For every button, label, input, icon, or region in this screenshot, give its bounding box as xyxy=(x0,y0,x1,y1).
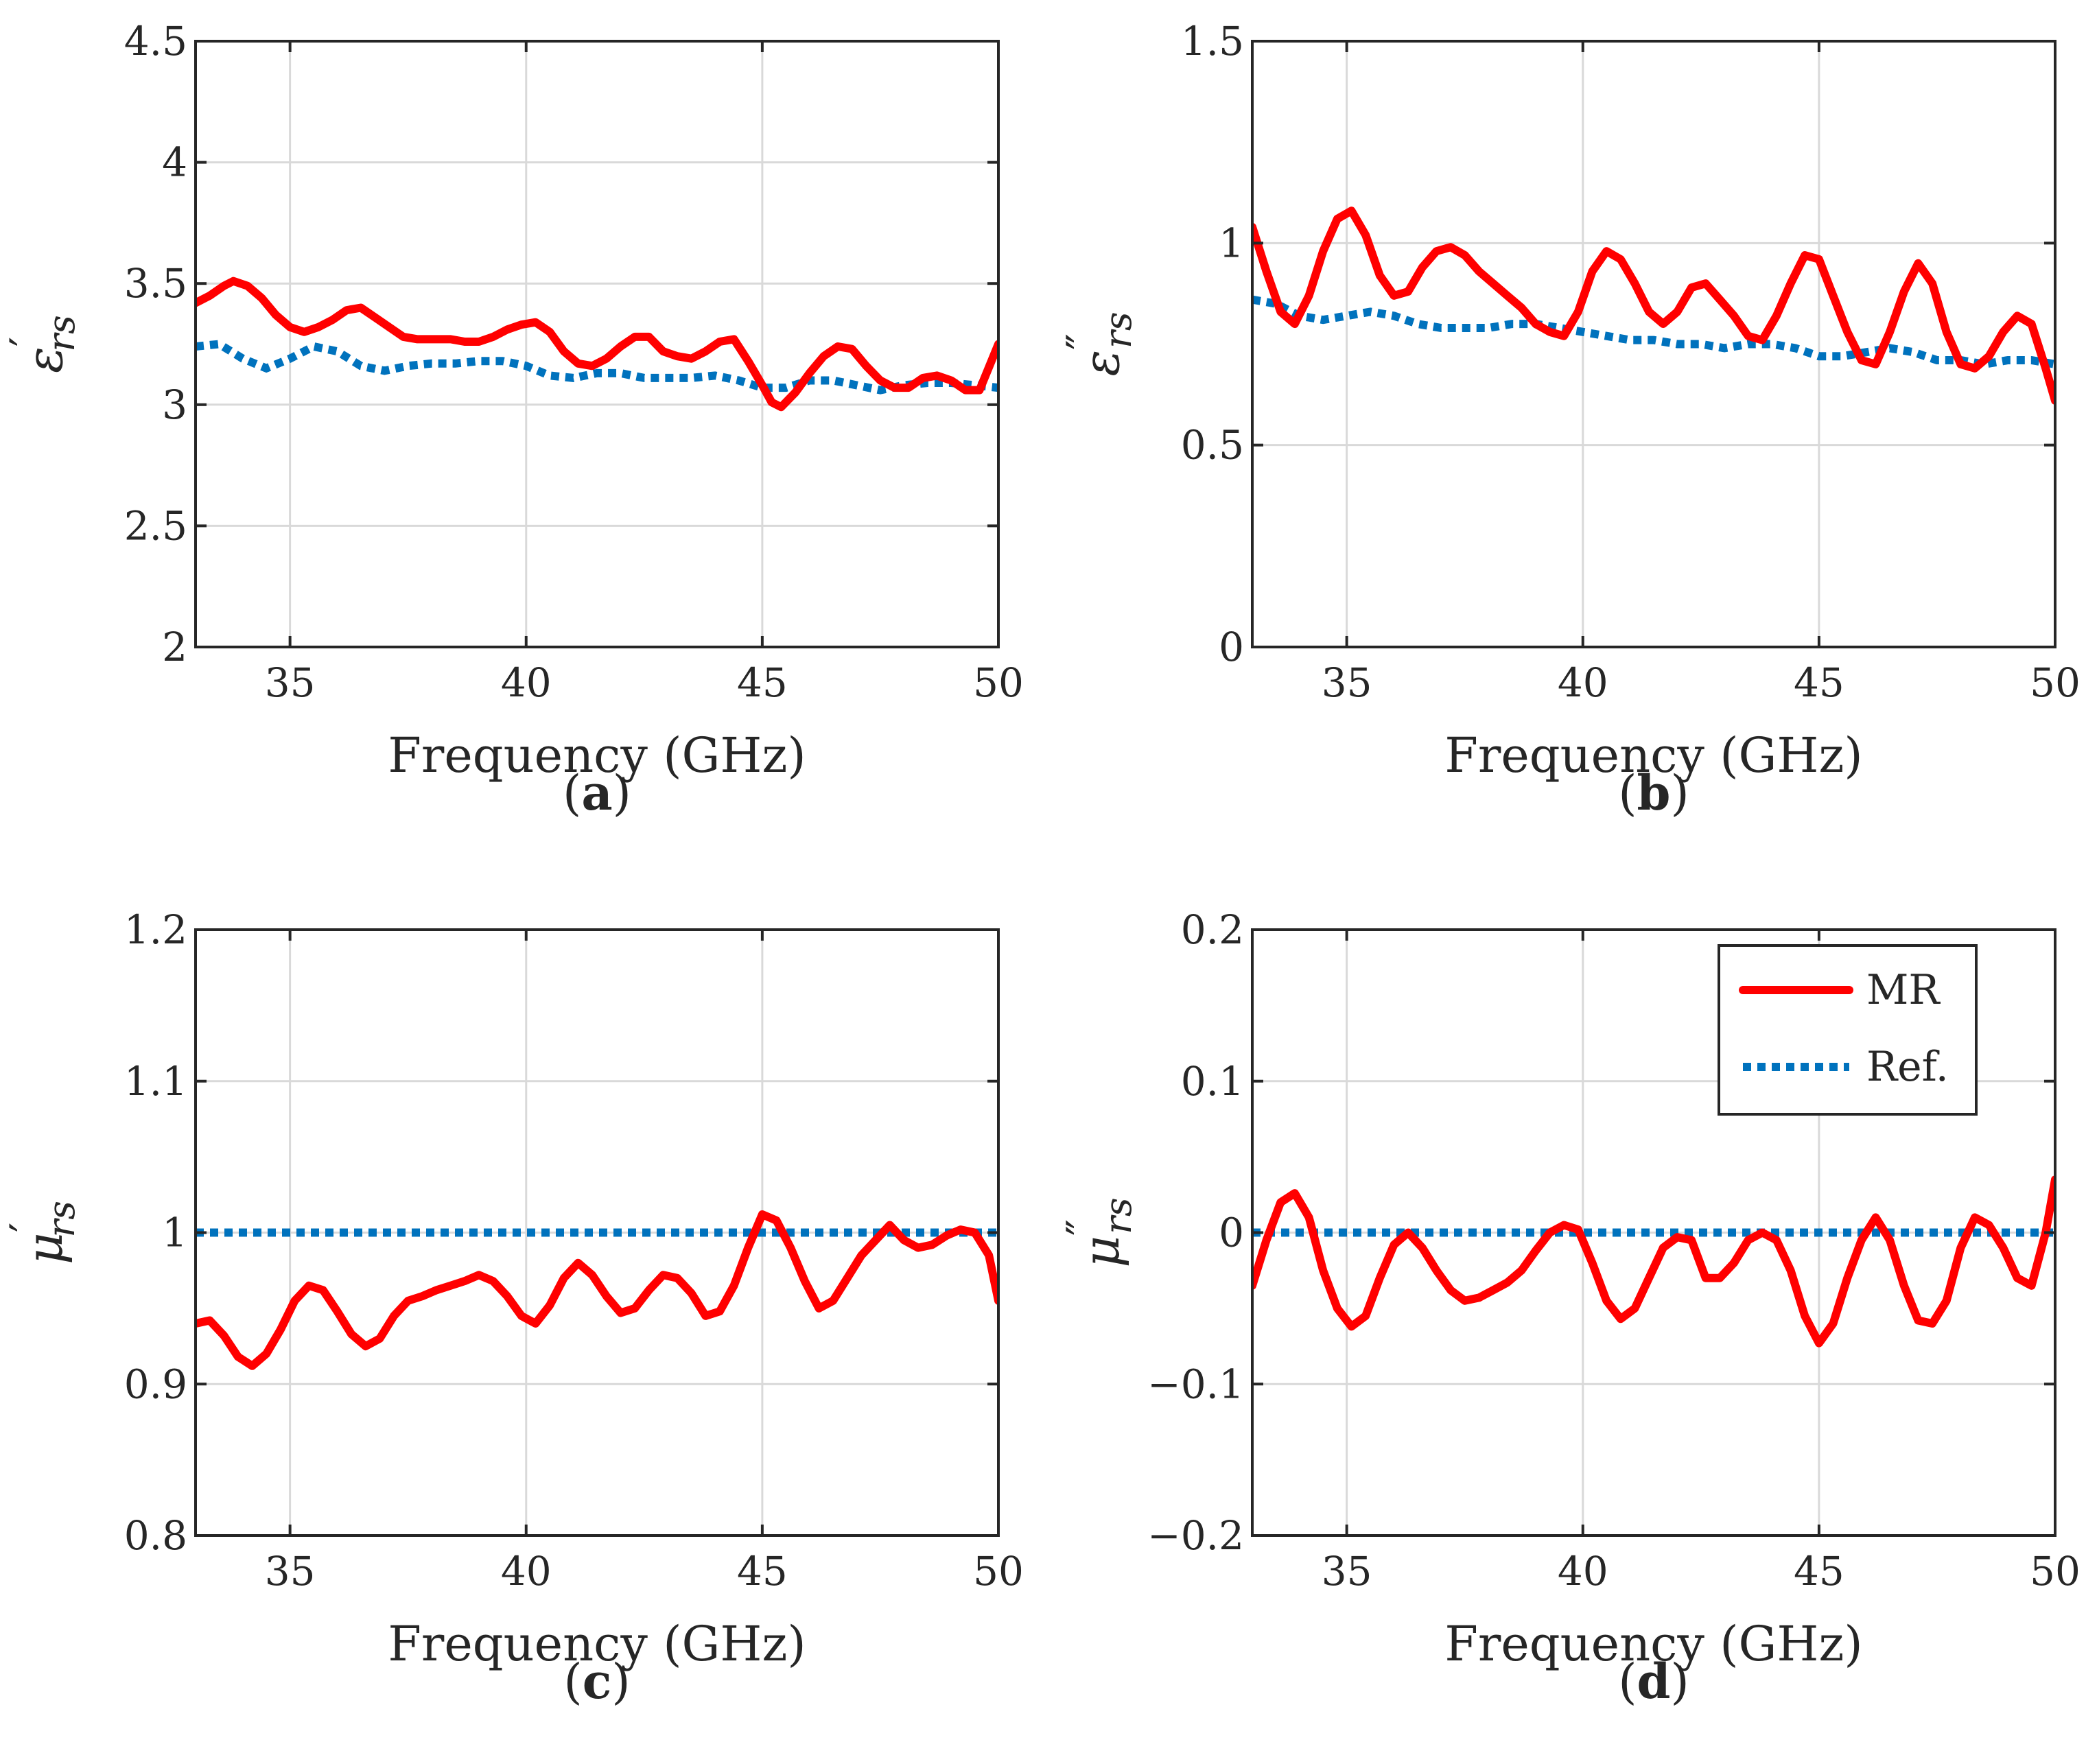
series-line-mr xyxy=(1252,207,2055,405)
y-axis-subscript: rs xyxy=(1097,311,1140,349)
series-line-mr xyxy=(196,277,998,412)
x-tick-label: 50 xyxy=(973,659,1024,706)
panel-label-letter: d xyxy=(1637,1653,1671,1710)
y-tick-label: 1.2 xyxy=(124,906,187,953)
y-axis-prime: ′ xyxy=(1,337,52,347)
panel-label-letter: b xyxy=(1637,764,1671,821)
x-tick-label: 35 xyxy=(1322,659,1372,706)
x-axis-label: Frequency (GHz) xyxy=(1444,727,1862,784)
series-line-ref xyxy=(1252,295,2055,368)
x-tick-label: 45 xyxy=(1794,659,1844,706)
y-tick-label: 0 xyxy=(1219,624,1244,670)
plot-area xyxy=(196,41,998,647)
x-tick-label: 45 xyxy=(737,1548,788,1595)
panel-label: (d) xyxy=(1618,1653,1689,1710)
y-axis-subscript: rs xyxy=(40,1201,83,1238)
panel-label: (c) xyxy=(563,1653,630,1710)
legend-box xyxy=(1718,944,1978,1116)
y-tick-label: −0.1 xyxy=(1147,1361,1244,1407)
panel-a: 35 40 45 50 2 2.5 3 3.5 4 4.5 Frequency (GHz) ε′rs (… xyxy=(1,18,1024,821)
y-tick-label: 4 xyxy=(162,139,187,186)
panel-label-open: ( xyxy=(1618,765,1637,821)
y-tick-label: 2.5 xyxy=(124,502,187,549)
y-tick-label: 1 xyxy=(162,1210,187,1256)
y-tick-label: −0.2 xyxy=(1147,1512,1244,1559)
x-tick-label: 50 xyxy=(973,1548,1024,1595)
series-line-ref xyxy=(196,340,998,395)
y-axis-prime: ″ xyxy=(1058,333,1109,350)
y-axis-prime: ′ xyxy=(1,1223,52,1233)
legend-mr-label: MR xyxy=(1866,966,1941,1014)
y-tick-label: 0.5 xyxy=(1181,422,1244,469)
x-tick-label: 40 xyxy=(501,1548,552,1595)
y-tick-label: 0.9 xyxy=(124,1361,187,1407)
y-tick-label: 1.5 xyxy=(1181,18,1244,64)
y-axis-symbol: μ xyxy=(1073,1236,1130,1268)
legend: MR Ref. xyxy=(1718,944,1978,1116)
panel-label-close: ) xyxy=(611,1654,630,1710)
y-axis-symbol: μ xyxy=(16,1232,73,1265)
y-tick-label: 3 xyxy=(162,381,187,428)
x-tick-label: 35 xyxy=(265,659,316,706)
x-axis-label: Frequency (GHz) xyxy=(388,727,806,784)
y-axis-label: ε″rs xyxy=(1058,311,1140,376)
panel-c: 35 40 45 50 0.8 0.9 1 1.1 1.2 Frequency (GHz) μ′rs… xyxy=(1,906,1024,1710)
x-tick-label: 50 xyxy=(2030,1548,2081,1595)
x-tick-label: 45 xyxy=(1794,1548,1844,1595)
panel-label-close: ) xyxy=(1670,765,1689,821)
y-axis-label: μ′rs xyxy=(1,1201,83,1265)
legend-ref-label: Ref. xyxy=(1866,1043,1949,1091)
y-axis-symbol: ε xyxy=(1073,350,1130,377)
panel-label-close: ) xyxy=(1670,1654,1689,1710)
panel-label: (a) xyxy=(563,764,631,821)
y-tick-label: 0.2 xyxy=(1181,906,1244,953)
axes-box xyxy=(1251,40,2056,648)
y-axis-prime: ″ xyxy=(1058,1219,1109,1236)
x-tick-label: 35 xyxy=(265,1548,316,1595)
axes-box xyxy=(194,40,1000,648)
y-axis-symbol: ε xyxy=(16,346,73,373)
y-tick-label: 4.5 xyxy=(124,18,187,64)
x-axis-label: Frequency (GHz) xyxy=(388,1616,806,1672)
panel-label-open: ( xyxy=(563,1654,582,1710)
x-tick-label: 35 xyxy=(1322,1548,1372,1595)
y-tick-label: 3.5 xyxy=(124,260,187,307)
y-axis-subscript: rs xyxy=(1097,1197,1140,1234)
x-tick-label: 40 xyxy=(1558,659,1608,706)
x-tick-label: 45 xyxy=(737,659,788,706)
panel-label-close: ) xyxy=(613,765,631,821)
y-tick-label: 0.8 xyxy=(124,1512,187,1559)
series-line-mr xyxy=(1252,1175,2055,1348)
x-tick-label: 40 xyxy=(501,659,552,706)
y-axis-subscript: rs xyxy=(40,315,83,352)
panel-label-letter: a xyxy=(581,764,612,821)
y-tick-label: 1 xyxy=(1219,220,1244,266)
x-axis-label: Frequency (GHz) xyxy=(1444,1616,1862,1672)
y-tick-label: 0 xyxy=(1219,1210,1244,1256)
panel-label-open: ( xyxy=(1618,1654,1637,1710)
y-axis-label: ε′rs xyxy=(1,315,83,373)
y-axis-label: μ″rs xyxy=(1058,1197,1140,1267)
y-tick-label: 0.1 xyxy=(1181,1058,1244,1105)
panel-label-letter: c xyxy=(583,1653,612,1710)
panel-label-open: ( xyxy=(563,765,581,821)
x-tick-label: 40 xyxy=(1558,1548,1608,1595)
y-tick-label: 1.1 xyxy=(124,1058,187,1105)
panel-label: (b) xyxy=(1618,764,1689,821)
panel-b: 35 40 45 50 0 0.5 1 1.5 Frequency (GHz) ε″rs (b) xyxy=(1058,18,2081,821)
series-line-mr xyxy=(196,1210,998,1370)
y-tick-label: 2 xyxy=(162,624,187,670)
x-tick-label: 50 xyxy=(2030,659,2081,706)
